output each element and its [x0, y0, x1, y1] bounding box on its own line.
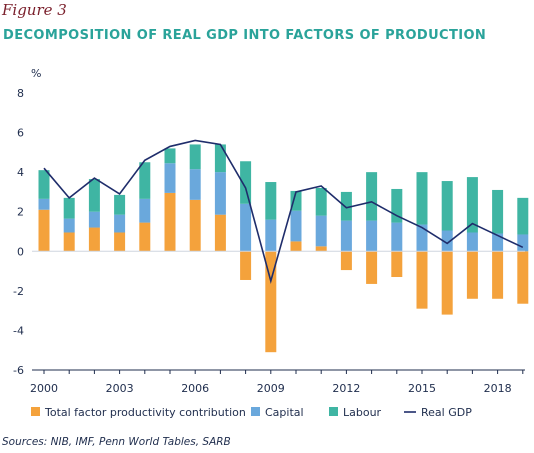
x-tick-label: 2003 [106, 382, 134, 395]
tfp-bar [391, 251, 403, 278]
labour-bar [139, 162, 151, 199]
tfp-bar [63, 232, 75, 252]
capital-bar [38, 198, 50, 210]
x-tick-label: 2009 [257, 382, 285, 395]
tfp-bar [315, 246, 327, 252]
labour-bar [114, 194, 126, 215]
labour-bar [88, 179, 100, 212]
real-gdp-line [43, 139, 524, 284]
capital-bar [441, 230, 453, 252]
y-tick-label: 2 [17, 206, 24, 219]
chart-legend: Total factor productivity contribution Ca… [31, 406, 472, 419]
capital-bar [63, 218, 75, 233]
capital-bar [416, 224, 428, 252]
y-axis-unit-label: % [31, 67, 41, 80]
capital-bar [114, 214, 126, 233]
legend-label: Total factor productivity contribution [44, 406, 246, 419]
y-tick-label: -2 [13, 285, 24, 298]
labour-bar [265, 182, 277, 220]
legend-labour: Labour [329, 406, 382, 419]
tfp-bar [139, 222, 151, 252]
capital-bar [517, 234, 529, 252]
legend-real-gdp: Real GDP [404, 406, 472, 419]
tfp-bar [416, 251, 428, 309]
y-tick-label: -4 [13, 324, 24, 337]
labour-bar [416, 172, 428, 225]
tfp-bar [38, 209, 50, 252]
tfp-bar [517, 251, 529, 304]
legend-label: Capital [265, 406, 304, 419]
capital-bar [315, 215, 327, 247]
tfp-bar [492, 251, 504, 299]
y-tick-label: 4 [17, 166, 24, 179]
capital-bar [366, 220, 378, 252]
tfp-bar [189, 199, 201, 252]
x-tick-label: 2000 [30, 382, 58, 395]
labour-bar [164, 148, 176, 164]
labour-bar [63, 197, 75, 219]
capital-bar [88, 211, 100, 228]
labour-bar [391, 188, 403, 223]
tfp-bar [265, 251, 277, 353]
capital-bar [139, 198, 151, 223]
y-tick-label: 0 [17, 245, 24, 258]
figure-label: Figure 3 [2, 1, 67, 19]
legend-capital: Capital [251, 406, 304, 419]
tfp-bar [466, 251, 478, 299]
legend-swatch [329, 407, 338, 416]
capital-bar [214, 172, 226, 215]
capital-bar [265, 219, 277, 252]
capital-bar [290, 210, 302, 242]
tfp-bar [366, 251, 378, 284]
tfp-bar [340, 251, 352, 271]
tfp-bar [240, 251, 252, 280]
y-tick-label: 8 [17, 87, 24, 100]
labour-bar [214, 144, 226, 173]
tfp-bar [214, 214, 226, 252]
capital-bar [391, 222, 403, 252]
legend-swatch [251, 407, 260, 416]
tfp-bar [290, 241, 302, 252]
capital-bar [240, 203, 252, 252]
bar-series [38, 144, 529, 353]
y-tick-label: 6 [17, 127, 24, 140]
y-tick-label: -6 [13, 364, 24, 377]
x-tick-label: 2006 [181, 382, 209, 395]
labour-bar [38, 170, 50, 199]
legend-tfp: Total factor productivity contribution [31, 406, 246, 419]
labour-bar [366, 172, 378, 221]
labour-bar [517, 197, 529, 235]
source-note: Sources: NIB, IMF, Penn World Tables, SA… [2, 436, 231, 448]
labour-bar [466, 177, 478, 233]
capital-bar [164, 163, 176, 193]
labour-bar [290, 190, 302, 211]
labour-bar [441, 181, 453, 231]
capital-bar [189, 169, 201, 200]
labour-bar [240, 161, 252, 204]
y-axis-ticks: 8 6 4 2 0 -2 -4 -6 [13, 87, 24, 377]
chart-title: DECOMPOSITION OF REAL GDP INTO FACTORS O… [3, 28, 487, 43]
labour-bar [315, 187, 327, 216]
capital-bar [340, 220, 352, 252]
legend-label: Labour [343, 406, 382, 419]
capital-bar [466, 232, 478, 252]
labour-bar [340, 191, 352, 221]
labour-bar [492, 189, 504, 234]
tfp-bar [441, 251, 453, 315]
x-tick-label: 2015 [408, 382, 436, 395]
tfp-bar [164, 192, 176, 252]
tfp-bar [88, 227, 100, 252]
x-axis-ticks: 2000 2003 2006 2009 2012 2015 2018 [30, 370, 524, 395]
x-tick-label: 2018 [484, 382, 512, 395]
labour-bar [189, 144, 201, 170]
tfp-bar [114, 232, 126, 252]
capital-bar [492, 233, 504, 252]
x-tick-label: 2012 [332, 382, 360, 395]
legend-swatch [31, 407, 40, 416]
legend-label: Real GDP [421, 406, 472, 419]
